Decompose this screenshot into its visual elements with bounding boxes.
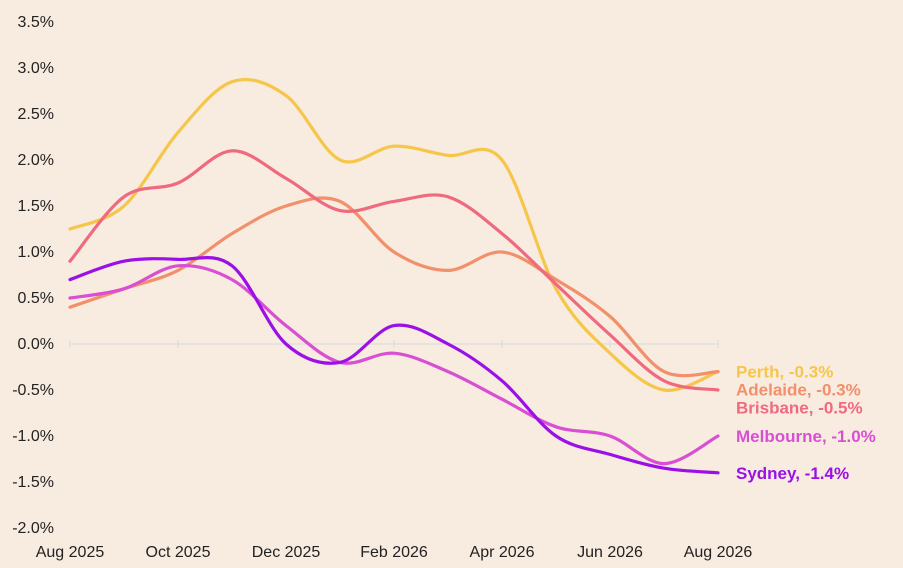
series-line-melbourne: [68, 263, 720, 466]
x-tick-label: Aug 2026: [684, 544, 753, 561]
x-tick-label: Feb 2026: [360, 544, 428, 561]
end-label-sydney: Sydney, -1.4%: [736, 464, 849, 483]
y-tick-label: -1.0%: [12, 428, 54, 445]
x-tick-label: Aug 2025: [36, 544, 105, 561]
x-tick-label: Apr 2026: [470, 544, 535, 561]
y-tick-label: -0.5%: [12, 382, 54, 399]
end-label-adelaide: Adelaide, -0.3%: [736, 381, 861, 400]
y-tick-label: 1.0%: [18, 244, 54, 261]
series-line-perth: [68, 77, 720, 392]
x-axis-ticks: Aug 2025 Oct 2025 Dec 2025 Feb 2026 Apr 2026…: [36, 340, 753, 561]
y-tick-label: -2.0%: [12, 520, 54, 537]
y-tick-label: 1.5%: [18, 198, 54, 215]
y-tick-label: 0.5%: [18, 290, 54, 307]
series-lines: [68, 77, 720, 475]
end-label-brisbane: Brisbane, -0.5%: [736, 399, 863, 418]
series-end-labels: Perth, -0.3%Adelaide, -0.3%Brisbane, -0.…: [736, 363, 876, 483]
y-tick-label: 2.0%: [18, 152, 54, 169]
y-axis-ticks: 3.5% 3.0% 2.5% 2.0% 1.5% 1.0% 0.5% 0.0% -0.5% -1.…: [12, 14, 54, 537]
y-tick-label: -1.5%: [12, 474, 54, 491]
end-label-melbourne: Melbourne, -1.0%: [736, 427, 876, 446]
x-tick-label: Dec 2025: [252, 544, 321, 561]
end-label-perth: Perth, -0.3%: [736, 363, 833, 382]
y-tick-label: 3.0%: [18, 60, 54, 77]
y-tick-label: 3.5%: [18, 14, 54, 31]
series-line-sydney: [68, 255, 720, 475]
y-tick-label: 2.5%: [18, 106, 54, 123]
x-tick-label: Oct 2025: [146, 544, 211, 561]
x-tick-label: Jun 2026: [577, 544, 643, 561]
series-line-adelaide: [68, 196, 720, 378]
y-tick-label: 0.0%: [18, 336, 54, 353]
series-line-brisbane: [68, 149, 720, 392]
